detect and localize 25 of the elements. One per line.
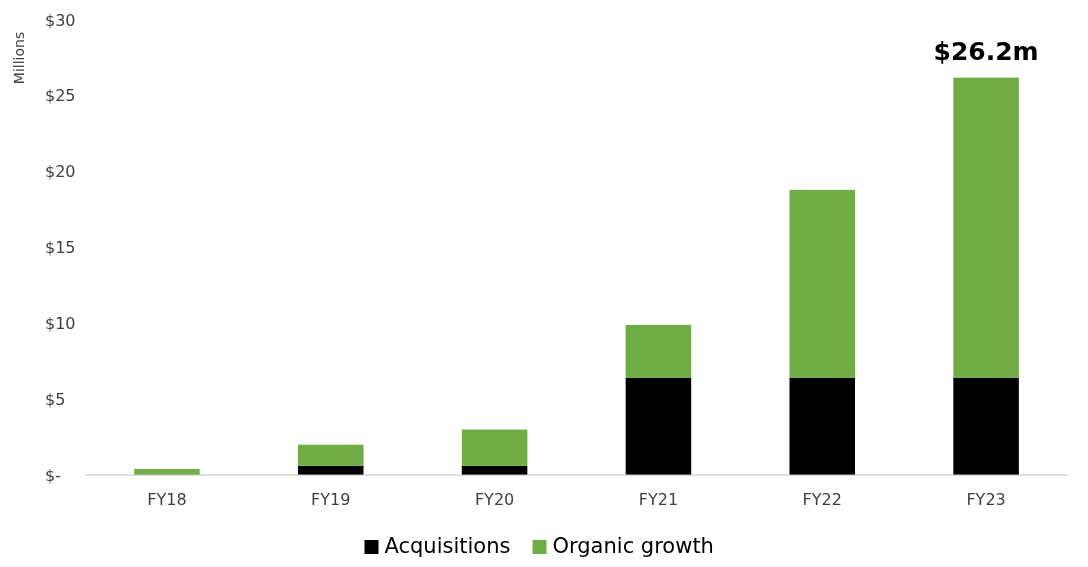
- bar: [625, 377, 692, 475]
- y-tick-label: $20: [45, 162, 76, 182]
- bar: [789, 377, 856, 475]
- bar: [297, 444, 364, 466]
- y-tick-label: $25: [45, 86, 76, 106]
- x-tick-label: FY19: [311, 490, 351, 509]
- y-tick-label: $-: [45, 465, 61, 485]
- legend-label: Acquisitions: [384, 534, 511, 558]
- x-tick-label: FY21: [638, 490, 679, 509]
- bar: [953, 377, 1019, 475]
- legend-label: Organic growth: [552, 534, 714, 558]
- bar: [789, 189, 856, 378]
- bar: [625, 324, 692, 378]
- y-tick-label: $5: [45, 389, 66, 409]
- y-tick-label: $10: [45, 313, 76, 333]
- y-tick-label: $15: [45, 238, 76, 258]
- annotation: $26.2m: [933, 36, 1039, 66]
- bar: [461, 429, 528, 466]
- x-tick-label: FY20: [474, 490, 515, 509]
- x-tick-label: FY18: [147, 490, 187, 509]
- x-tick-label: FY22: [802, 490, 842, 509]
- bar: [953, 77, 1019, 378]
- y-tick-label: $30: [45, 10, 76, 30]
- x-tick-label: FY23: [966, 490, 1006, 509]
- y-axis-title: Millions: [11, 31, 27, 85]
